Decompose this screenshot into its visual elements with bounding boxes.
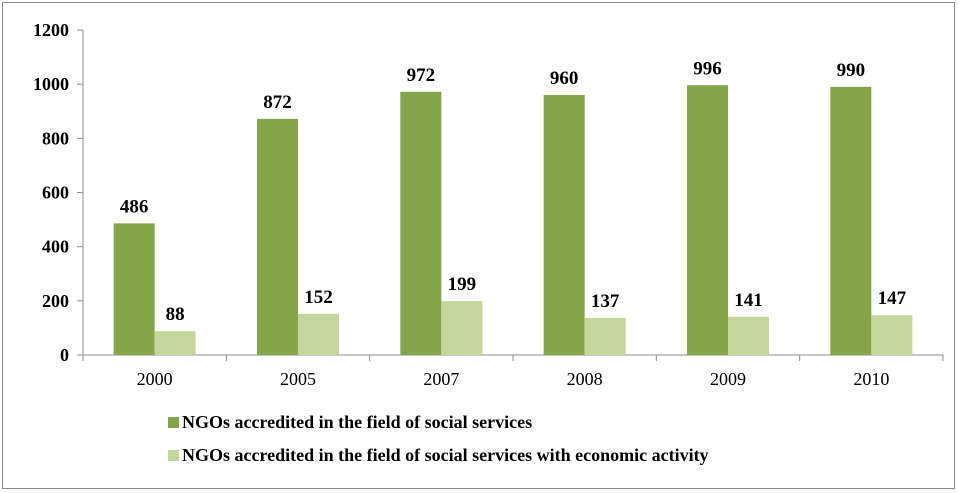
bar: [298, 313, 339, 355]
data-label: 996: [693, 58, 722, 79]
bar: [687, 85, 728, 355]
x-tick-label: 2000: [137, 369, 173, 389]
y-tick-label: 1000: [33, 74, 69, 94]
data-label: 147: [878, 288, 907, 309]
data-label: 88: [166, 304, 185, 325]
bar: [543, 95, 585, 355]
bar: [257, 118, 298, 355]
data-label: 152: [304, 287, 333, 308]
data-label: 872: [263, 92, 292, 113]
data-label: 486: [120, 196, 149, 217]
y-tick-label: 0: [60, 345, 69, 365]
y-tick-label: 800: [42, 128, 69, 148]
y-tick-label: 400: [42, 237, 69, 257]
x-tick-label: 2008: [567, 369, 603, 389]
data-label: 960: [550, 68, 579, 89]
bar: [871, 315, 913, 355]
bar: [584, 317, 626, 355]
x-tick-label: 2007: [423, 369, 459, 389]
y-tick-label: 1200: [33, 20, 69, 40]
data-label: 141: [734, 290, 763, 311]
legend-swatch: [168, 450, 179, 461]
bar-chart: 0 200 400 600 800 1000 1200 2000 486 88 2005 872 152…: [33, 20, 944, 465]
y-tick-label: 200: [42, 291, 69, 311]
bar: [400, 91, 442, 355]
legend-label: NGOs accredited in the field of social s…: [182, 412, 532, 432]
x-tick-label: 2009: [710, 369, 746, 389]
bar: [113, 223, 155, 355]
legend-swatch: [168, 417, 179, 428]
bar: [728, 316, 769, 355]
bar: [830, 86, 872, 355]
data-label: 199: [448, 274, 477, 295]
y-tick-label: 600: [42, 183, 69, 203]
data-label: 990: [837, 60, 866, 81]
bar: [154, 331, 196, 355]
data-label: 972: [407, 65, 436, 86]
x-tick-label: 2010: [853, 369, 889, 389]
bar: [441, 301, 483, 355]
legend-label: NGOs accredited in the field of social s…: [182, 445, 709, 465]
x-tick-label: 2005: [280, 369, 316, 389]
data-label: 137: [591, 291, 620, 312]
